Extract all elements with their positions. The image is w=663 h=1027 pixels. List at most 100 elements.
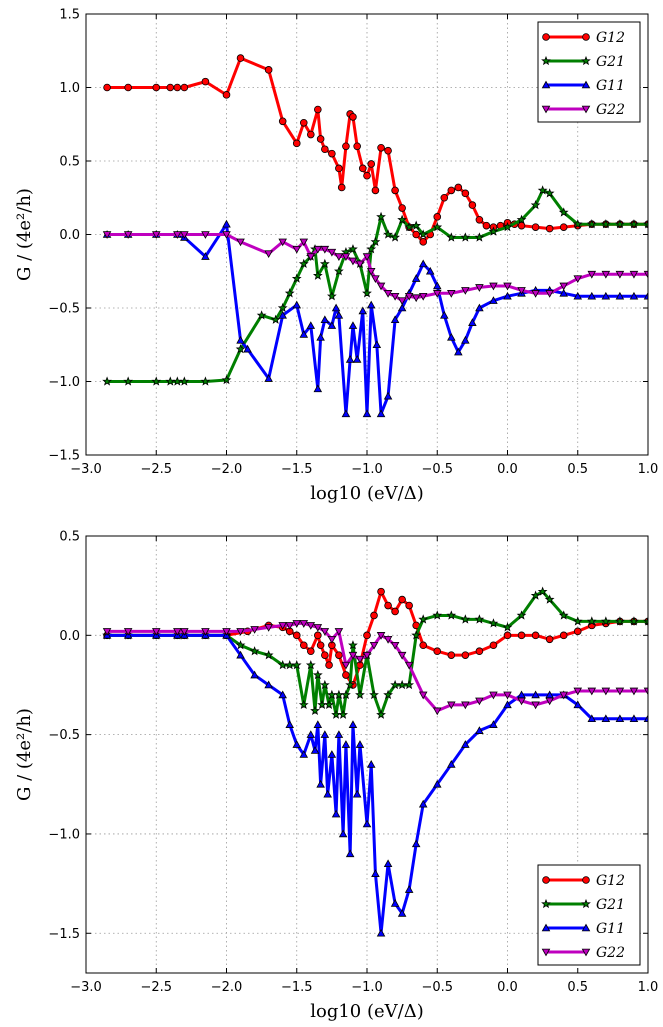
data-point-g12 xyxy=(475,647,484,656)
ticks: −3.0 −2.5 −2.0 −1.5 −1.0 −0.5 0.0 0.5 1.0 −1.5 −1.… xyxy=(48,530,658,996)
x-tick-label: 1.0 xyxy=(638,980,659,995)
data-point-g22 xyxy=(390,641,400,650)
data-point-g21 xyxy=(390,232,400,242)
data-point-g21 xyxy=(291,273,302,283)
data-point-g12 xyxy=(384,601,392,610)
data-point-g11 xyxy=(390,899,400,907)
data-point-g12 xyxy=(370,611,378,620)
legend: G12 G21 G11 G22 xyxy=(537,864,641,966)
data-point-g22 xyxy=(151,231,161,239)
data-point-g22 xyxy=(447,701,456,710)
data-point-g22 xyxy=(299,620,309,628)
legend-label-g21: G21 xyxy=(596,54,625,70)
data-point-g21 xyxy=(312,270,323,280)
legend-marker-g12 xyxy=(582,33,590,41)
data-point-g11 xyxy=(292,300,302,309)
y-axis-label: G / (4e²/h) xyxy=(14,708,35,801)
data-point-g12 xyxy=(433,213,442,221)
data-point-g21 xyxy=(319,679,330,690)
data-point-g12 xyxy=(314,105,322,114)
series-g22 xyxy=(102,231,648,306)
data-point-g12 xyxy=(461,651,470,659)
data-point-g11 xyxy=(461,740,470,748)
data-point-g12 xyxy=(292,139,301,148)
data-point-g22 xyxy=(643,270,648,279)
data-point-g21 xyxy=(298,258,309,269)
data-point-g22 xyxy=(123,231,133,239)
data-point-g21 xyxy=(312,669,323,680)
data-point-g11 xyxy=(358,306,368,315)
data-point-g21 xyxy=(249,646,260,656)
data-point-g21 xyxy=(123,376,134,386)
data-point-g12 xyxy=(391,186,399,195)
data-point-g11 xyxy=(285,720,295,728)
data-point-g12 xyxy=(299,641,308,650)
data-point-g22 xyxy=(250,626,259,634)
y-tick-label: 0.0 xyxy=(59,228,80,243)
series-layer xyxy=(102,54,648,418)
data-point-g11 xyxy=(461,335,470,344)
y-tick-label: 0.5 xyxy=(59,155,80,170)
data-point-g21 xyxy=(488,226,499,236)
data-point-g21 xyxy=(418,229,429,239)
data-point-g22 xyxy=(278,622,287,630)
data-point-g11 xyxy=(615,291,625,300)
x-tick-label: −1.5 xyxy=(281,462,313,477)
data-point-g21 xyxy=(460,232,471,242)
data-point-g12 xyxy=(482,221,491,230)
data-point-g21 xyxy=(418,614,429,624)
data-point-g22 xyxy=(383,290,393,298)
data-point-g21 xyxy=(200,376,211,386)
legend-marker-g21 xyxy=(541,898,551,909)
legend-label-g12: G12 xyxy=(596,30,625,46)
data-point-g12 xyxy=(461,189,470,198)
data-point-g21 xyxy=(643,219,648,229)
data-point-g21 xyxy=(348,640,358,650)
data-point-g22 xyxy=(517,697,526,706)
data-point-g21 xyxy=(376,709,386,719)
data-point-g11 xyxy=(236,650,245,659)
data-point-g12 xyxy=(475,216,484,224)
legend-marker-g22 xyxy=(581,948,591,957)
data-point-g22 xyxy=(313,624,323,632)
x-tick-label: 0.0 xyxy=(497,462,518,477)
series-g21 xyxy=(102,185,648,386)
data-point-g22 xyxy=(371,275,380,284)
data-point-g21 xyxy=(488,618,499,628)
data-point-g21 xyxy=(643,616,648,626)
data-point-g12 xyxy=(447,651,456,659)
data-point-g12 xyxy=(384,146,392,155)
data-point-g11 xyxy=(331,809,341,818)
data-point-g22 xyxy=(418,691,428,700)
legend-marker-g22 xyxy=(581,105,591,114)
y-tick-label: 1.5 xyxy=(59,8,80,23)
y-tick-label: −1.0 xyxy=(48,827,80,842)
data-point-g21 xyxy=(446,232,457,242)
data-point-g12 xyxy=(306,647,315,656)
data-point-g21 xyxy=(558,610,569,620)
data-point-g22 xyxy=(587,270,597,279)
data-point-g11 xyxy=(601,714,611,723)
data-point-g12 xyxy=(454,183,463,192)
data-point-g21 xyxy=(474,232,485,242)
x-tick-label: −0.5 xyxy=(421,980,453,995)
data-point-g21 xyxy=(383,689,393,700)
data-point-g21 xyxy=(629,616,639,626)
data-point-g21 xyxy=(102,376,112,386)
legend-marker-g11 xyxy=(541,80,551,89)
data-point-g21 xyxy=(572,616,583,626)
data-point-g12 xyxy=(371,186,380,195)
data-point-g12 xyxy=(299,118,308,127)
data-point-g11 xyxy=(489,296,498,304)
data-point-g11 xyxy=(454,347,463,356)
data-point-g11 xyxy=(390,315,400,324)
data-point-g21 xyxy=(383,229,393,239)
data-point-g22 xyxy=(404,292,414,301)
data-point-g21 xyxy=(235,640,246,650)
data-point-g21 xyxy=(537,586,548,596)
data-point-g22 xyxy=(292,620,302,628)
data-point-g12 xyxy=(391,607,399,616)
data-point-g11 xyxy=(432,779,442,788)
x-tick-label: −1.5 xyxy=(281,980,313,995)
series-g21 xyxy=(102,586,648,719)
